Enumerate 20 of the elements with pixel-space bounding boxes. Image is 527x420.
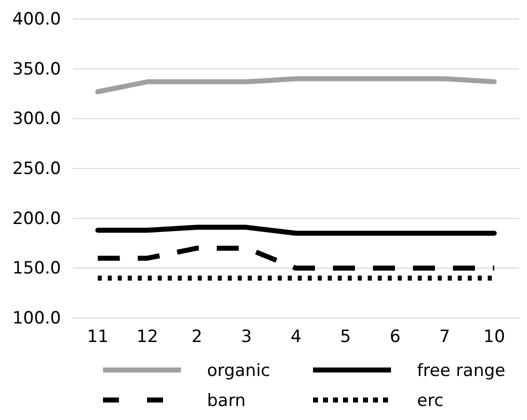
y-tick-label: 250.0 xyxy=(12,158,61,179)
x-tick-label: 10 xyxy=(483,327,506,348)
x-tick-label: 12 xyxy=(136,327,158,348)
legend-label: erc xyxy=(417,391,444,411)
legend-label: barn xyxy=(207,391,246,411)
x-tick-label: 3 xyxy=(241,327,252,348)
y-tick-label: 300.0 xyxy=(12,109,61,130)
x-tick-label: 6 xyxy=(390,327,401,348)
x-tick-label: 2 xyxy=(191,327,202,348)
y-tick-label: 200.0 xyxy=(12,208,61,229)
y-tick-label: 350.0 xyxy=(12,59,61,80)
x-tick-label: 5 xyxy=(340,327,351,348)
x-tick-label: 7 xyxy=(439,327,450,348)
y-tick-label: 100.0 xyxy=(12,308,61,328)
x-tick-label: 11 xyxy=(86,327,109,348)
y-tick-label: 400.0 xyxy=(12,9,61,30)
legend-label: free range xyxy=(417,361,506,381)
y-tick-label: 150.0 xyxy=(12,258,61,279)
x-tick-label: 4 xyxy=(290,327,302,348)
legend-label: organic xyxy=(207,361,270,381)
